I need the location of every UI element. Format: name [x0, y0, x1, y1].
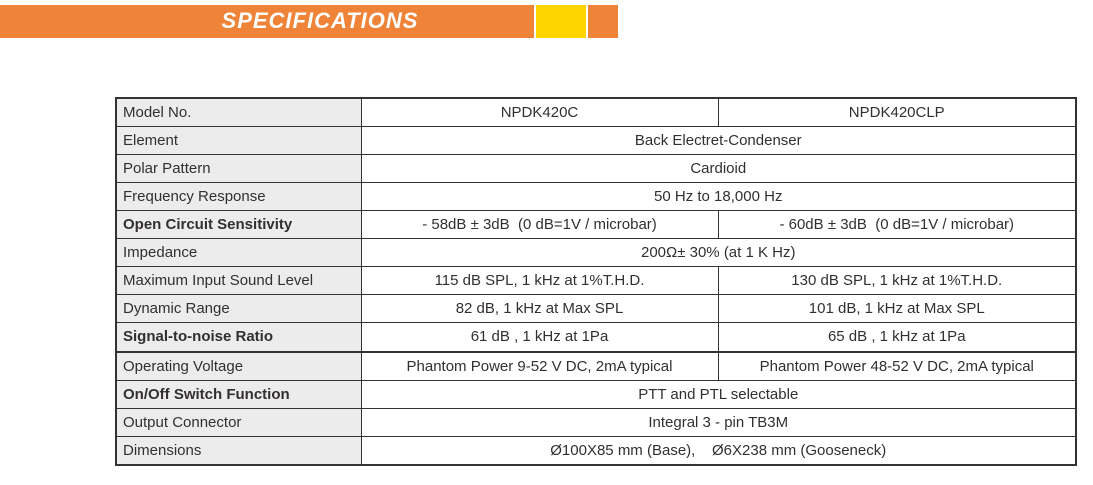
table-row-element: Element Back Electret-Condenser [115, 126, 1077, 156]
row-label: Output Connector [115, 407, 362, 437]
row-value: - 60dB ± 3dB (0 dB=1V / microbar) [717, 210, 1077, 240]
table-row-dimensions: Dimensions Ø100X85 mm (Base), Ø6X238 mm … [115, 435, 1077, 466]
row-value: NPDK420CLP [717, 97, 1077, 128]
page-title: SPECIFICATIONS [221, 7, 419, 33]
row-label: Dimensions [115, 435, 362, 466]
table-row-open-circuit-sensitivity: Open Circuit Sensitivity - 58dB ± 3dB (0… [115, 210, 1077, 240]
row-value: 115 dB SPL, 1 kHz at 1%T.H.D. [360, 266, 719, 296]
row-value: 82 dB, 1 kHz at Max SPL [360, 294, 719, 324]
row-value: Cardioid [360, 154, 1077, 184]
table-row-impedance: Impedance 200Ω± 30% (at 1 K Hz) [115, 238, 1077, 268]
row-value: 65 dB , 1 kHz at 1Pa [717, 322, 1077, 353]
specifications-banner: SPECIFICATIONS [0, 5, 618, 38]
table-row-dynamic-range: Dynamic Range 82 dB, 1 kHz at Max SPL 10… [115, 294, 1077, 324]
row-label: Operating Voltage [115, 351, 362, 381]
banner-orange-accent-block [588, 5, 618, 38]
row-value: 101 dB, 1 kHz at Max SPL [717, 294, 1077, 324]
row-value: Ø100X85 mm (Base), Ø6X238 mm (Gooseneck) [360, 435, 1077, 466]
row-label: Open Circuit Sensitivity [115, 210, 362, 240]
row-label: Polar Pattern [115, 154, 362, 184]
table-row-frequency-response: Frequency Response 50 Hz to 18,000 Hz [115, 182, 1077, 212]
table-row-on-off-switch: On/Off Switch Function PTT and PTL selec… [115, 379, 1077, 409]
row-value: 200Ω± 30% (at 1 K Hz) [360, 238, 1077, 268]
row-label: Dynamic Range [115, 294, 362, 324]
banner-orange-bar: SPECIFICATIONS [0, 5, 534, 38]
row-value: 50 Hz to 18,000 Hz [360, 182, 1077, 212]
table-row-signal-to-noise: Signal-to-noise Ratio 61 dB , 1 kHz at 1… [115, 322, 1077, 353]
row-value: 130 dB SPL, 1 kHz at 1%T.H.D. [717, 266, 1077, 296]
row-value: Back Electret-Condenser [360, 126, 1077, 156]
row-value: Phantom Power 48-52 V DC, 2mA typical [717, 351, 1077, 381]
row-label: On/Off Switch Function [115, 379, 362, 409]
row-label: Impedance [115, 238, 362, 268]
row-value: Integral 3 - pin TB3M [360, 407, 1077, 437]
row-label: Element [115, 126, 362, 156]
row-value: 61 dB , 1 kHz at 1Pa [360, 322, 719, 353]
row-label: Model No. [115, 97, 362, 128]
row-value: - 58dB ± 3dB (0 dB=1V / microbar) [360, 210, 719, 240]
specifications-table: Model No. NPDK420C NPDK420CLP Element Ba… [115, 97, 1077, 466]
row-value: NPDK420C [360, 97, 719, 128]
table-row-output-connector: Output Connector Integral 3 - pin TB3M [115, 407, 1077, 437]
row-value: Phantom Power 9-52 V DC, 2mA typical [360, 351, 719, 381]
banner-yellow-block [536, 5, 586, 38]
table-row-model: Model No. NPDK420C NPDK420CLP [115, 97, 1077, 128]
row-label: Maximum Input Sound Level [115, 266, 362, 296]
table-row-max-input-sound-level: Maximum Input Sound Level 115 dB SPL, 1 … [115, 266, 1077, 296]
row-value: PTT and PTL selectable [360, 379, 1077, 409]
row-label: Signal-to-noise Ratio [115, 322, 362, 353]
table-row-polar-pattern: Polar Pattern Cardioid [115, 154, 1077, 184]
table-row-operating-voltage: Operating Voltage Phantom Power 9-52 V D… [115, 351, 1077, 381]
row-label: Frequency Response [115, 182, 362, 212]
